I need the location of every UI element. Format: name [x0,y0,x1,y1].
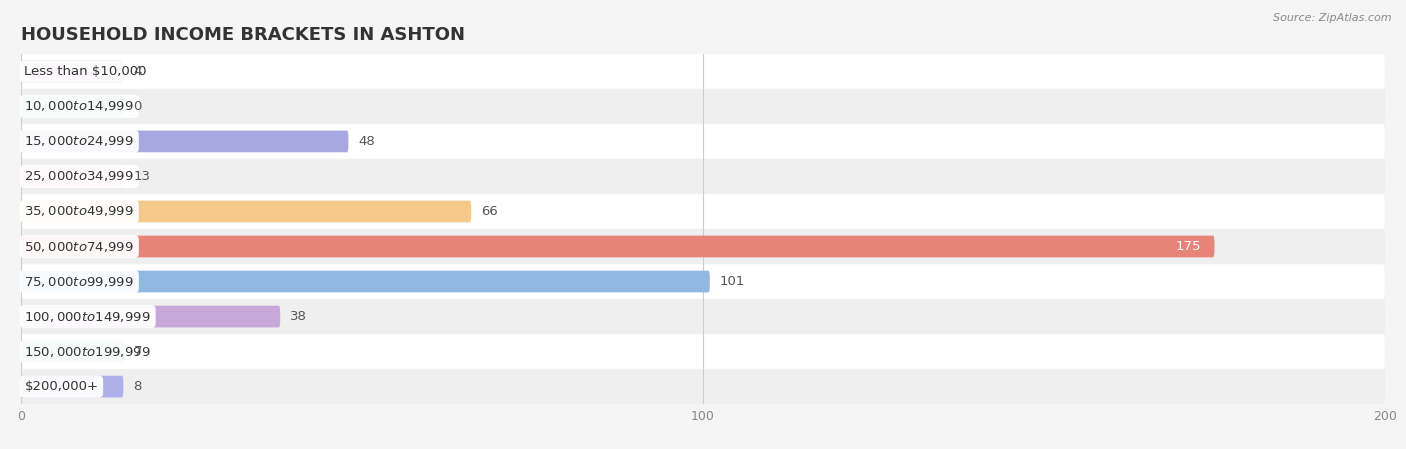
Text: $35,000 to $49,999: $35,000 to $49,999 [24,204,134,219]
FancyBboxPatch shape [21,376,124,397]
FancyBboxPatch shape [21,299,1385,334]
FancyBboxPatch shape [21,131,349,152]
Text: 175: 175 [1175,240,1201,253]
FancyBboxPatch shape [21,271,710,292]
FancyBboxPatch shape [21,370,1385,404]
FancyBboxPatch shape [21,229,1385,264]
Text: $50,000 to $74,999: $50,000 to $74,999 [24,239,134,254]
FancyBboxPatch shape [21,236,1215,257]
Text: $25,000 to $34,999: $25,000 to $34,999 [24,169,134,184]
FancyBboxPatch shape [21,335,1385,369]
Text: 8: 8 [134,380,142,393]
Text: $150,000 to $199,999: $150,000 to $199,999 [24,344,150,359]
FancyBboxPatch shape [21,264,1385,299]
FancyBboxPatch shape [21,61,124,82]
FancyBboxPatch shape [21,54,1385,88]
Text: $15,000 to $24,999: $15,000 to $24,999 [24,134,134,149]
Text: 7: 7 [134,345,142,358]
Text: 66: 66 [481,205,498,218]
Text: $10,000 to $14,999: $10,000 to $14,999 [24,99,134,114]
FancyBboxPatch shape [21,201,471,222]
FancyBboxPatch shape [21,96,124,117]
FancyBboxPatch shape [21,306,280,327]
Text: 48: 48 [359,135,375,148]
FancyBboxPatch shape [21,194,1385,229]
Text: $100,000 to $149,999: $100,000 to $149,999 [24,309,150,324]
FancyBboxPatch shape [21,166,124,187]
Text: $200,000+: $200,000+ [24,380,98,393]
Text: 4: 4 [134,65,142,78]
FancyBboxPatch shape [21,341,124,362]
Text: $75,000 to $99,999: $75,000 to $99,999 [24,274,134,289]
Text: 101: 101 [720,275,745,288]
FancyBboxPatch shape [21,159,1385,194]
Text: HOUSEHOLD INCOME BRACKETS IN ASHTON: HOUSEHOLD INCOME BRACKETS IN ASHTON [21,26,465,44]
Text: 13: 13 [134,170,150,183]
FancyBboxPatch shape [21,124,1385,158]
Text: Less than $10,000: Less than $10,000 [24,65,148,78]
FancyBboxPatch shape [21,89,1385,123]
Text: 0: 0 [134,100,142,113]
Text: Source: ZipAtlas.com: Source: ZipAtlas.com [1274,13,1392,23]
Text: 38: 38 [291,310,308,323]
